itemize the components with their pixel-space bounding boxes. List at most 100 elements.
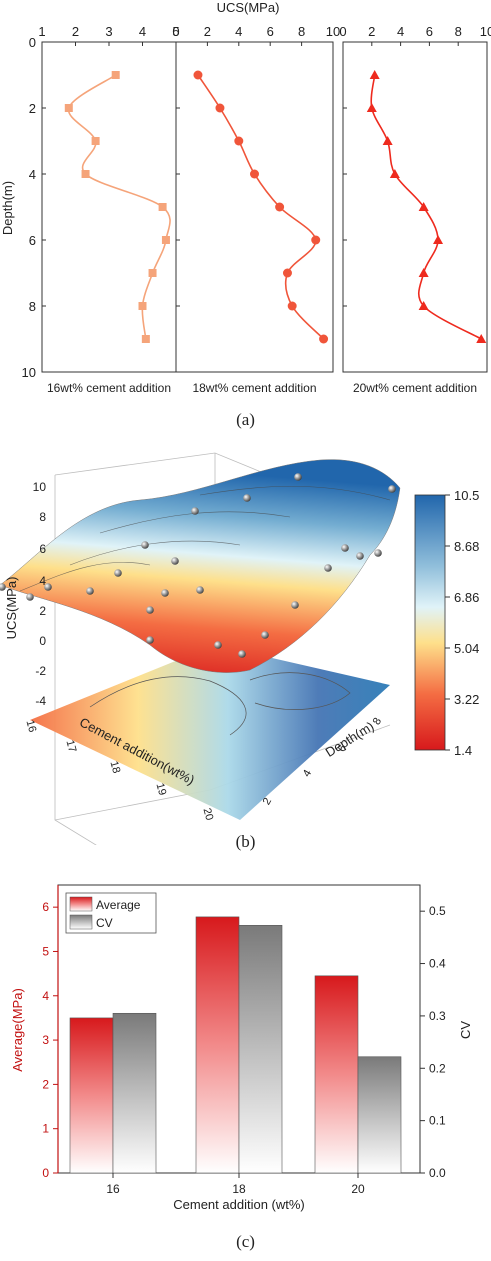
- legend: Average CV: [65, 892, 157, 934]
- data-point: [161, 236, 170, 244]
- depth-3d-tick-label: 4: [301, 768, 314, 779]
- panel-c-bar-chart: 0 1 2 3 4 5 6 0.0 0.1 0.2 0.3 0.4 0.5 16 18 20 Averag…: [10, 884, 473, 1212]
- data-point: [287, 301, 297, 311]
- caption-a: (a): [236, 410, 255, 429]
- right-tick-label: 0.0: [429, 1166, 446, 1180]
- left-tick-label: 5: [42, 944, 49, 958]
- ucs-tick-label: 5: [172, 24, 179, 39]
- x-axis-title: Cement addition (wt%): [173, 1197, 305, 1212]
- data-point: [215, 103, 225, 113]
- colorbar-tick-label: 3.22: [454, 692, 479, 707]
- data-point: [369, 70, 380, 79]
- data-point: [433, 235, 444, 244]
- legend-swatch-average: [69, 896, 93, 912]
- bar-average: [314, 975, 359, 1174]
- data-point-sphere: [291, 601, 299, 609]
- subplot-2: 0 2 4 6 8 10 18wt% cement addition: [172, 24, 340, 395]
- data-point: [81, 170, 90, 178]
- z-tick-label: -2: [35, 664, 46, 678]
- right-tick-label: 0.1: [429, 1114, 446, 1128]
- data-point: [91, 137, 100, 145]
- z-tick-label: 6: [39, 542, 46, 556]
- data-point: [250, 169, 259, 179]
- colorbar-tick-label: 8.68: [454, 539, 479, 554]
- legend-swatch-cv: [69, 914, 93, 930]
- legend-label-average: Average: [96, 898, 141, 912]
- data-point-sphere: [341, 544, 349, 552]
- ucs-tick-label: 8: [455, 24, 462, 39]
- colorbar-tick-label: 6.86: [454, 590, 479, 605]
- ucs-tick-label: 2: [204, 24, 211, 39]
- right-tick-label: 0.4: [429, 957, 446, 971]
- subplot-3: 0 2 4 6 8 10 20wt% cement addition: [339, 24, 491, 395]
- ucs-tick-label: 2: [368, 24, 375, 39]
- depth-tick-label: 2: [29, 101, 36, 116]
- data-point-sphere: [44, 583, 52, 591]
- data-point-sphere: [294, 473, 302, 481]
- depth-tick-label: 0: [29, 35, 36, 50]
- data-point: [64, 104, 73, 112]
- data-point: [234, 136, 244, 146]
- depth-3d-tick-label: 2: [261, 796, 274, 807]
- x-axis: 16 18 20: [106, 1173, 365, 1196]
- data-point-sphere: [196, 586, 204, 594]
- x-tick-label: 16: [106, 1182, 120, 1196]
- z-tick-label: 0: [39, 634, 46, 648]
- data-point-sphere: [146, 606, 154, 614]
- ucs-tick-label: 8: [298, 24, 305, 39]
- x-tick-label: 20: [351, 1182, 365, 1196]
- data-point: [158, 203, 167, 211]
- x-tick-label: 18: [232, 1182, 246, 1196]
- cement-tick-label: 17: [64, 739, 79, 754]
- data-point-sphere: [114, 569, 122, 577]
- ucs-tick-label: 4: [139, 24, 146, 39]
- data-point-sphere: [161, 589, 169, 597]
- data-point: [366, 103, 377, 112]
- bar-cv: [238, 925, 283, 1174]
- depth-3d-tick-label: 6: [336, 743, 349, 754]
- z-tick-labels: 10 8 6 4 2 0 -2 -4: [33, 480, 47, 708]
- data-point-sphere: [141, 541, 149, 549]
- data-point: [389, 169, 400, 178]
- data-point-sphere: [261, 631, 269, 639]
- right-tick-label: 0.3: [429, 1009, 446, 1023]
- data-point: [476, 334, 487, 343]
- subplot-label: 16wt% cement addition: [47, 381, 171, 395]
- data-point-sphere: [146, 636, 154, 644]
- z-tick-label: 10: [33, 480, 47, 494]
- depth-3d-tick-label: 8: [371, 716, 384, 727]
- subplot-label: 20wt% cement addition: [353, 381, 477, 395]
- right-axis-title: CV: [458, 1021, 473, 1039]
- right-tick-label: 0.2: [429, 1061, 446, 1075]
- subplot-1: 1 2 3 4 5 16wt% cement addition: [38, 24, 179, 395]
- data-point: [111, 71, 120, 79]
- left-tick-label: 3: [42, 1033, 49, 1047]
- data-point-sphere: [238, 650, 246, 658]
- subplot-frame: [342, 41, 488, 373]
- bar-average: [69, 1017, 114, 1174]
- depth-subplots: 1 2 3 4 5 16wt% cement addition 0 2 4 6 8 10 18wt% c…: [38, 24, 491, 395]
- depth-3d-tick-labels: 2 4 6 8: [261, 716, 384, 807]
- z-tick-label: -4: [35, 694, 46, 708]
- ucs-tick-label: 4: [235, 24, 242, 39]
- ucs-surface: [0, 459, 401, 673]
- subplot-frame: [175, 41, 334, 373]
- left-tick-label: 6: [42, 900, 49, 914]
- left-axis-title: Average(MPa): [10, 988, 25, 1072]
- ucs-tick-label: 3: [105, 24, 112, 39]
- bar-average: [195, 916, 240, 1174]
- data-point: [319, 334, 329, 344]
- depth-tick-label: 6: [29, 233, 36, 248]
- data-point: [138, 302, 147, 310]
- data-point-sphere: [86, 587, 94, 595]
- colorbar: [414, 494, 446, 751]
- data-point-sphere: [171, 557, 179, 565]
- depth-tick-label: 10: [22, 365, 36, 380]
- data-point: [382, 136, 393, 145]
- floor-contour-projection: [30, 645, 390, 820]
- data-point-sphere: [356, 552, 364, 560]
- ucs-tick-label: 0: [339, 24, 346, 39]
- depth-tick-label: 4: [29, 167, 36, 182]
- subplot-frame: [41, 41, 177, 373]
